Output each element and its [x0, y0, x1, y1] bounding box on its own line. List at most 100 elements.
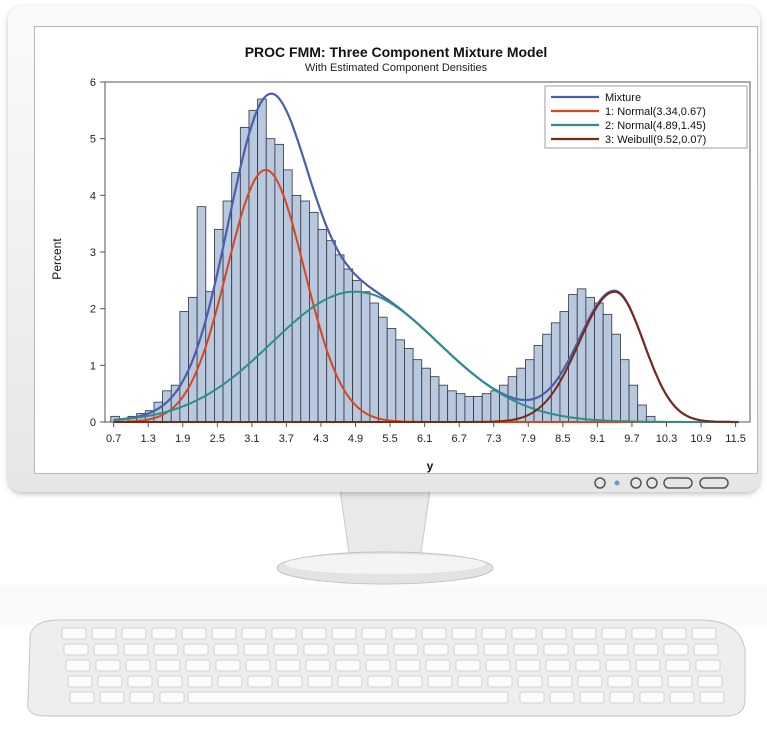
- keyboard-key[interactable]: [519, 691, 545, 704]
- keyboard-key[interactable]: [605, 659, 631, 672]
- keyboard-key[interactable]: [451, 627, 477, 640]
- keyboard-key[interactable]: [421, 627, 447, 640]
- keyboard-key[interactable]: [573, 643, 599, 656]
- keyboard-key[interactable]: [159, 691, 185, 704]
- keyboard-key[interactable]: [427, 675, 453, 688]
- keyboard-key[interactable]: [151, 627, 177, 640]
- keyboard-key[interactable]: [693, 643, 719, 656]
- keyboard-key[interactable]: [483, 643, 509, 656]
- keyboard-key[interactable]: [549, 691, 575, 704]
- keyboard-key[interactable]: [579, 691, 605, 704]
- keyboard-key[interactable]: [271, 627, 297, 640]
- keyboard-key[interactable]: [547, 675, 573, 688]
- select-button-icon[interactable]: [646, 477, 658, 489]
- keyboard-key[interactable]: [301, 627, 327, 640]
- keyboard-key[interactable]: [663, 643, 689, 656]
- keyboard-key[interactable]: [395, 659, 421, 672]
- keyboard-key[interactable]: [397, 675, 423, 688]
- keyboard-key[interactable]: [543, 643, 569, 656]
- keyboard-key[interactable]: [515, 659, 541, 672]
- keyboard-key[interactable]: [391, 627, 417, 640]
- keyboard-key[interactable]: [63, 643, 89, 656]
- keyboard-key[interactable]: [215, 659, 241, 672]
- keyboard-key[interactable]: [275, 659, 301, 672]
- keyboard-key[interactable]: [121, 627, 147, 640]
- keyboard-key[interactable]: [661, 627, 687, 640]
- keyboard-key[interactable]: [361, 627, 387, 640]
- keyboard-key[interactable]: [273, 643, 299, 656]
- keyboard-key[interactable]: [247, 675, 273, 688]
- keyboard-key[interactable]: [61, 627, 87, 640]
- keyboard-key[interactable]: [633, 643, 659, 656]
- keyboard-key[interactable]: [453, 643, 479, 656]
- keyboard-key[interactable]: [305, 659, 331, 672]
- adjust-button-icon[interactable]: [663, 477, 693, 489]
- keyboard-key[interactable]: [603, 643, 629, 656]
- keyboard-key[interactable]: [129, 691, 155, 704]
- keyboard-key[interactable]: [631, 627, 657, 640]
- keyboard-key[interactable]: [211, 627, 237, 640]
- keyboard-key[interactable]: [697, 675, 723, 688]
- keyboard-key[interactable]: [335, 659, 361, 672]
- keyboard-key[interactable]: [95, 659, 121, 672]
- keyboard-key[interactable]: [665, 659, 691, 672]
- keyboard-key[interactable]: [67, 675, 93, 688]
- keyboard-key[interactable]: [393, 643, 419, 656]
- keyboard-key[interactable]: [337, 675, 363, 688]
- keyboard-key[interactable]: [601, 627, 627, 640]
- keyboard-key[interactable]: [635, 659, 661, 672]
- keyboard-key[interactable]: [65, 659, 91, 672]
- keyboard-key[interactable]: [669, 691, 695, 704]
- input-button-icon[interactable]: [699, 477, 729, 489]
- keyboard-key[interactable]: [181, 627, 207, 640]
- keyboard-key[interactable]: [243, 643, 269, 656]
- keyboard-key[interactable]: [481, 627, 507, 640]
- keyboard-key[interactable]: [577, 675, 603, 688]
- keyboard-key[interactable]: [667, 675, 693, 688]
- keyboard-key[interactable]: [457, 675, 483, 688]
- keyboard-key[interactable]: [97, 675, 123, 688]
- keyboard-key[interactable]: [365, 659, 391, 672]
- keyboard-key[interactable]: [637, 675, 663, 688]
- keyboard-key[interactable]: [609, 691, 635, 704]
- keyboard-key[interactable]: [331, 627, 357, 640]
- keyboard-key[interactable]: [639, 691, 665, 704]
- keyboard-keys[interactable]: [61, 627, 725, 704]
- keyboard-key[interactable]: [363, 643, 389, 656]
- keyboard-key[interactable]: [157, 675, 183, 688]
- space-bar[interactable]: [187, 691, 509, 704]
- keyboard-key[interactable]: [511, 627, 537, 640]
- keyboard-key[interactable]: [241, 627, 267, 640]
- keyboard-key[interactable]: [277, 675, 303, 688]
- keyboard-key[interactable]: [455, 659, 481, 672]
- keyboard-key[interactable]: [513, 643, 539, 656]
- keyboard-key[interactable]: [425, 659, 451, 672]
- keyboard-key[interactable]: [93, 643, 119, 656]
- keyboard-key[interactable]: [367, 675, 393, 688]
- keyboard-key[interactable]: [423, 643, 449, 656]
- keyboard-key[interactable]: [217, 675, 243, 688]
- keyboard-key[interactable]: [571, 627, 597, 640]
- keyboard-key[interactable]: [487, 675, 513, 688]
- keyboard-key[interactable]: [307, 675, 333, 688]
- keyboard-key[interactable]: [99, 691, 125, 704]
- keyboard-key[interactable]: [185, 659, 211, 672]
- keyboard-key[interactable]: [213, 643, 239, 656]
- keyboard-key[interactable]: [155, 659, 181, 672]
- keyboard-key[interactable]: [699, 691, 725, 704]
- keyboard-key[interactable]: [691, 627, 717, 640]
- keyboard-key[interactable]: [333, 643, 359, 656]
- keyboard-key[interactable]: [183, 643, 209, 656]
- keyboard-key[interactable]: [69, 691, 95, 704]
- keyboard-key[interactable]: [695, 659, 721, 672]
- keyboard-key[interactable]: [91, 627, 117, 640]
- keyboard-key[interactable]: [541, 627, 567, 640]
- menu-button-icon[interactable]: [630, 477, 642, 489]
- keyboard-key[interactable]: [575, 659, 601, 672]
- keyboard-key[interactable]: [187, 675, 213, 688]
- keyboard-key[interactable]: [245, 659, 271, 672]
- keyboard-key[interactable]: [545, 659, 571, 672]
- keyboard-key[interactable]: [127, 675, 153, 688]
- keyboard-key[interactable]: [153, 643, 179, 656]
- keyboard-key[interactable]: [123, 643, 149, 656]
